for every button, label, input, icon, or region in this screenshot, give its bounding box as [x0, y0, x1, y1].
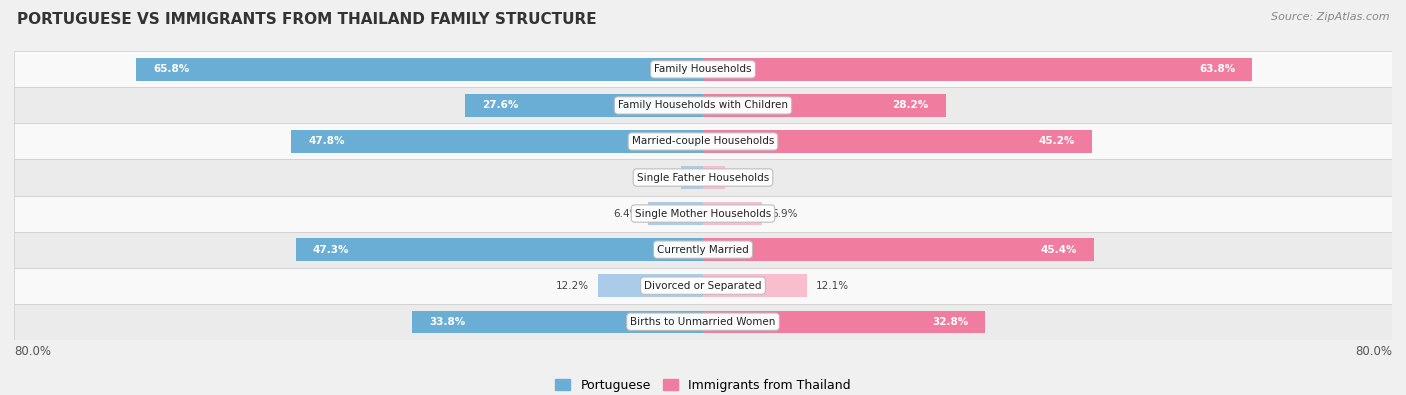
Text: 45.2%: 45.2%	[1039, 136, 1076, 147]
Bar	[14, 160, 1392, 196]
Bar	[14, 231, 1392, 268]
Bar	[136, 58, 703, 81]
Text: 12.1%: 12.1%	[815, 280, 849, 291]
Text: Single Father Households: Single Father Households	[637, 173, 769, 182]
Bar	[682, 166, 703, 189]
Bar	[14, 124, 1392, 160]
Text: 63.8%: 63.8%	[1199, 64, 1236, 74]
Bar	[412, 310, 703, 333]
Text: 27.6%: 27.6%	[482, 100, 519, 111]
Text: 6.4%: 6.4%	[613, 209, 640, 218]
Text: 2.5%: 2.5%	[733, 173, 759, 182]
Bar	[703, 166, 724, 189]
Bar	[703, 239, 1094, 261]
Text: Divorced or Separated: Divorced or Separated	[644, 280, 762, 291]
Text: Family Households: Family Households	[654, 64, 752, 74]
Text: 47.8%: 47.8%	[308, 136, 344, 147]
Bar	[14, 87, 1392, 124]
Text: PORTUGUESE VS IMMIGRANTS FROM THAILAND FAMILY STRUCTURE: PORTUGUESE VS IMMIGRANTS FROM THAILAND F…	[17, 12, 596, 27]
Bar	[703, 94, 946, 117]
Text: 80.0%: 80.0%	[1355, 345, 1392, 358]
Text: 45.4%: 45.4%	[1040, 245, 1077, 255]
Text: Married-couple Households: Married-couple Households	[631, 136, 775, 147]
Bar	[291, 130, 703, 152]
Bar	[703, 202, 762, 225]
Text: Single Mother Households: Single Mother Households	[636, 209, 770, 218]
Legend: Portuguese, Immigrants from Thailand: Portuguese, Immigrants from Thailand	[550, 374, 856, 395]
Text: 6.9%: 6.9%	[770, 209, 797, 218]
Text: 65.8%: 65.8%	[153, 64, 190, 74]
Text: Source: ZipAtlas.com: Source: ZipAtlas.com	[1271, 12, 1389, 22]
Bar	[648, 202, 703, 225]
Bar	[703, 58, 1253, 81]
Bar	[703, 130, 1092, 152]
Bar	[14, 51, 1392, 87]
Bar	[703, 275, 807, 297]
Text: 32.8%: 32.8%	[932, 317, 969, 327]
Text: 33.8%: 33.8%	[429, 317, 465, 327]
Bar	[295, 239, 703, 261]
Bar	[598, 275, 703, 297]
Bar	[14, 196, 1392, 231]
Text: 28.2%: 28.2%	[893, 100, 928, 111]
Bar	[465, 94, 703, 117]
Text: 2.5%: 2.5%	[647, 173, 673, 182]
Bar	[14, 268, 1392, 304]
Text: 47.3%: 47.3%	[314, 245, 349, 255]
Text: 80.0%: 80.0%	[14, 345, 51, 358]
Text: Births to Unmarried Women: Births to Unmarried Women	[630, 317, 776, 327]
Text: Family Households with Children: Family Households with Children	[619, 100, 787, 111]
Bar	[703, 310, 986, 333]
Text: 12.2%: 12.2%	[557, 280, 589, 291]
Bar	[14, 304, 1392, 340]
Text: Currently Married: Currently Married	[657, 245, 749, 255]
